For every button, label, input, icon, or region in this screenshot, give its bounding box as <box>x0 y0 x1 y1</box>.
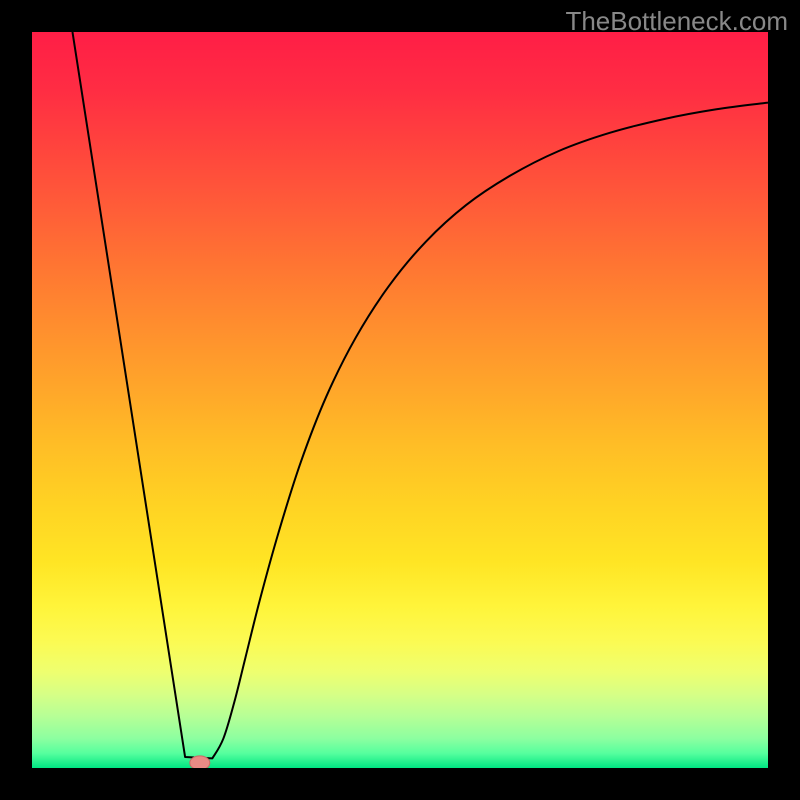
gradient-background <box>32 32 768 768</box>
watermark-text: TheBottleneck.com <box>565 6 788 37</box>
chart-container: { "watermark": { "text": "TheBottleneck.… <box>0 0 800 800</box>
bottleneck-chart <box>0 0 800 800</box>
optimal-marker <box>190 756 210 770</box>
